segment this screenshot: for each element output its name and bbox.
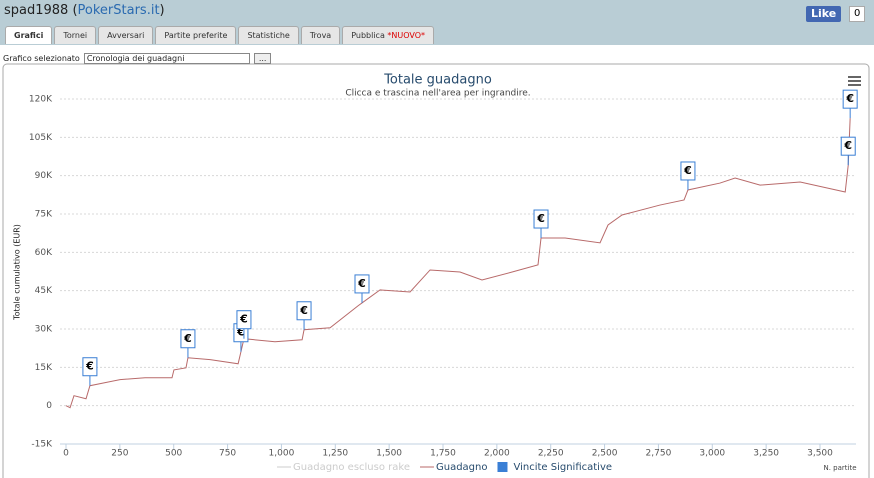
y-axis-title: Totale cumulativo (EUR) — [13, 224, 22, 321]
header-title: spad1988 (PokerStars.it) — [4, 3, 165, 18]
x-tick-label: 750 — [219, 449, 236, 459]
new-badge: *NUOVO* — [387, 31, 426, 40]
legend-label: Guadagno escluso rake — [293, 462, 410, 473]
flag-label: € — [236, 326, 245, 339]
tab-label: Grafici — [14, 31, 44, 40]
x-tick-label: 2,750 — [646, 449, 672, 459]
chart-panel — [2, 63, 870, 478]
flag: € — [840, 136, 856, 166]
y-tick-label: 60K — [35, 248, 53, 258]
flag: € — [680, 161, 696, 190]
y-tick-label: 0 — [46, 401, 52, 411]
selector-label: Grafico selezionato — [3, 54, 80, 63]
flag-label: € — [299, 304, 308, 317]
x-tick-label: 3,000 — [699, 449, 725, 459]
flag-box — [354, 274, 370, 294]
paren: ) — [159, 3, 165, 18]
flag: € — [533, 209, 549, 239]
flag-label: € — [357, 277, 366, 290]
y-tick-label: -15K — [31, 440, 53, 450]
x-tick-label: 3,250 — [753, 449, 779, 459]
flag-box — [180, 329, 196, 349]
flag: € — [82, 357, 98, 386]
flag-box — [840, 136, 856, 156]
x-tick-label: 1,500 — [376, 449, 402, 459]
y-tick-label: 15K — [35, 363, 53, 373]
chart-selector: Grafico selezionato Cronologia dei guada… — [3, 53, 272, 64]
legend-item[interactable]: Guadagno — [419, 462, 488, 473]
x-tick-label: 0 — [63, 449, 69, 459]
line — [65, 118, 851, 409]
x-tick-label: 2,500 — [592, 449, 618, 459]
menu-icon[interactable] — [848, 76, 861, 86]
tab-label: Tornei — [63, 31, 88, 40]
x-tick-label: 2,000 — [484, 449, 510, 459]
header-bar: spad1988 (PokerStars.it) Like 0 Grafici T… — [0, 0, 874, 45]
flag: € — [236, 310, 252, 339]
y-tick-label: 120K — [29, 95, 53, 105]
flag-box — [82, 357, 98, 377]
tab-label: Trova — [309, 31, 332, 40]
flag-box — [680, 161, 696, 181]
flag-label: € — [183, 332, 192, 345]
flag-box — [533, 209, 549, 229]
flag-label: € — [843, 139, 852, 152]
tab-label: Avversari — [107, 31, 145, 40]
chart-title: Totale guadagno — [383, 73, 492, 88]
tab-label: Partite preferite — [164, 31, 228, 40]
user: spad1988 ( — [4, 3, 78, 18]
flag: € — [296, 301, 312, 330]
tab[interactable]: Statistiche — [238, 26, 299, 44]
y-tick-label: 75K — [35, 210, 53, 220]
flag-box — [236, 310, 252, 330]
flag-label: € — [536, 212, 545, 225]
x-axis-title: N. partite — [823, 464, 856, 472]
legend-label: Vincite Significative — [513, 462, 612, 473]
site-link[interactable]: PokerStars.it — [77, 3, 160, 18]
y-tick-label: 90K — [35, 171, 53, 181]
y-tick-label: 105K — [29, 133, 53, 143]
legend-item[interactable]: Guadagno escluso rake — [277, 462, 410, 473]
flag-label: € — [845, 92, 854, 105]
y-tick-label: 45K — [35, 286, 53, 296]
y-tick-label: 30K — [35, 325, 53, 335]
tab[interactable]: Pubblica *NUOVO* — [342, 26, 435, 44]
legend-symbol — [497, 462, 508, 472]
like-button[interactable]: Like — [806, 6, 842, 22]
x-tick-label: 1,000 — [269, 449, 295, 459]
tab[interactable]: Grafici — [5, 26, 53, 44]
selector-button[interactable]: ... — [253, 53, 272, 64]
tab-label: Pubblica — [351, 31, 385, 40]
flag: € — [354, 274, 370, 303]
tab-label: Statistiche — [247, 31, 290, 40]
x-tick-label: 2,250 — [538, 449, 564, 459]
x-tick-label: 1,750 — [430, 449, 456, 459]
flag: € — [842, 89, 858, 119]
flag: € — [180, 329, 196, 358]
flag-label: € — [239, 313, 248, 326]
x-tick-label: 500 — [165, 449, 182, 459]
flag-label: € — [85, 360, 94, 373]
tab[interactable]: Partite preferite — [155, 26, 237, 44]
x-tick-label: 250 — [111, 449, 128, 459]
tabs: Grafici Tornei Avversari Partite preferite S… — [5, 26, 435, 44]
chart-subtitle: Clicca e trascina nell'area per ingrandi… — [345, 89, 530, 99]
tab[interactable]: Avversari — [98, 26, 154, 44]
flag-box — [296, 301, 312, 321]
flag-box — [842, 89, 858, 109]
x-tick-label: 1,250 — [322, 449, 348, 459]
flag-label: € — [683, 164, 692, 177]
tab[interactable]: Tornei — [54, 26, 97, 44]
tab[interactable]: Trova — [300, 26, 341, 44]
legend-label: Guadagno — [436, 462, 488, 473]
selector-dropdown[interactable]: Cronologia dei guadagni — [83, 53, 250, 64]
legend-item[interactable]: Vincite Significative — [497, 462, 612, 473]
x-tick-label: 3,500 — [807, 449, 833, 459]
like-count: 0 — [849, 6, 866, 22]
